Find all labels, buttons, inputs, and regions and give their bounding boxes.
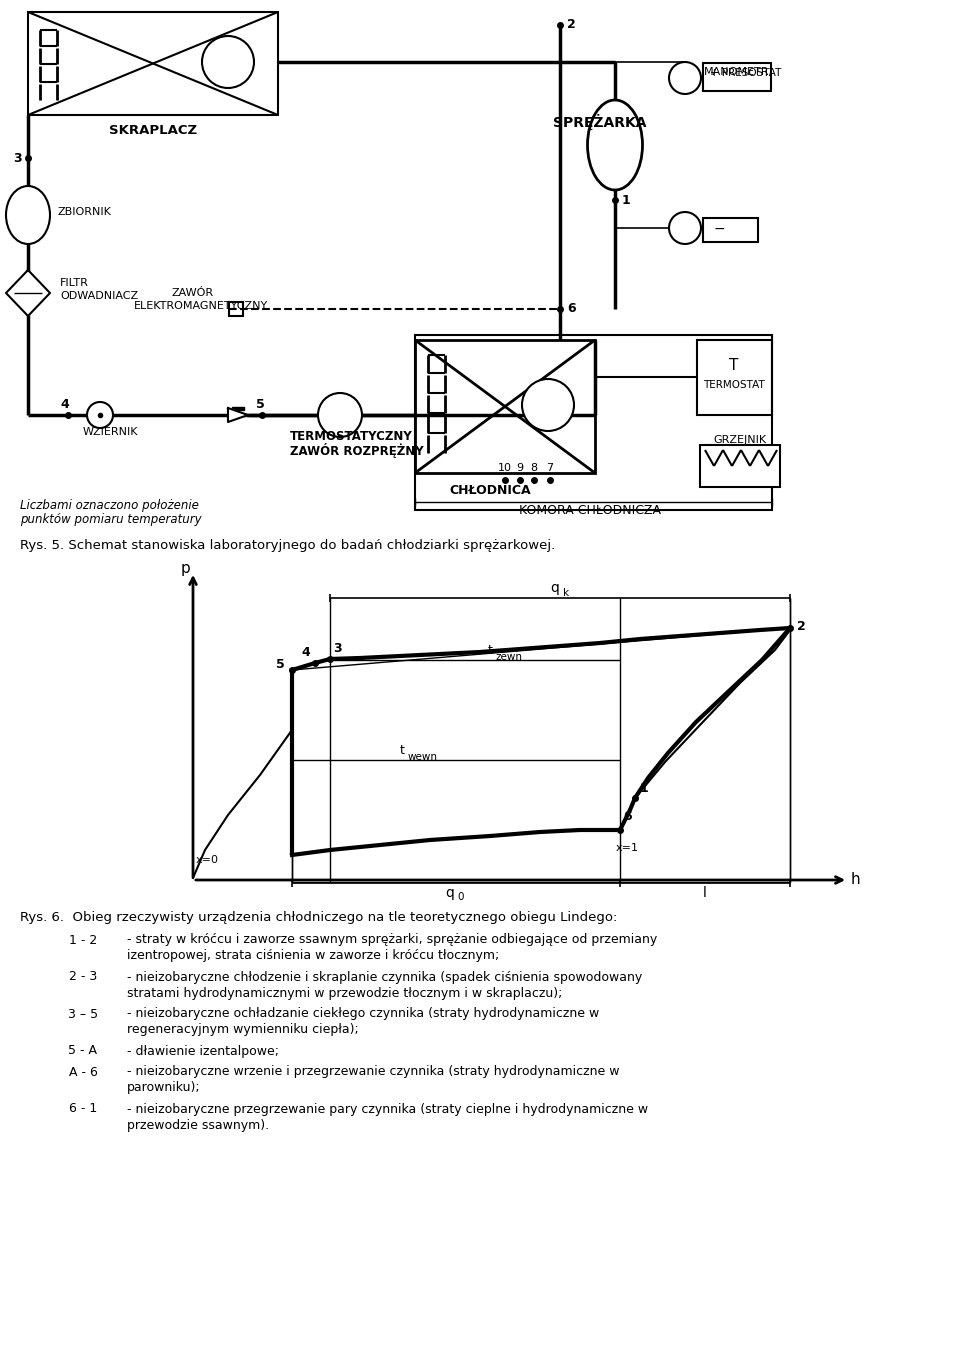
Text: t: t (488, 644, 492, 658)
Text: TERMOSTATYCZNY: TERMOSTATYCZNY (290, 431, 413, 443)
Text: ZBIORNIK: ZBIORNIK (58, 206, 112, 217)
Text: 1: 1 (640, 782, 649, 794)
Text: izentropowej, strata ciśnienia w zaworze i króćcu tłocznym;: izentropowej, strata ciśnienia w zaworze… (127, 950, 499, 962)
Text: 3: 3 (333, 642, 342, 656)
Text: 1: 1 (622, 194, 631, 206)
Text: WZIERNIK: WZIERNIK (83, 427, 138, 437)
Text: 6 - 1: 6 - 1 (69, 1103, 97, 1115)
Text: l: l (703, 886, 707, 899)
Text: 3: 3 (13, 152, 22, 164)
Text: k: k (563, 588, 569, 597)
Bar (703, 63, 771, 92)
Text: 0: 0 (457, 893, 464, 902)
Polygon shape (6, 271, 50, 316)
Text: regeneracyjnym wymienniku ciepła);: regeneracyjnym wymienniku ciepła); (127, 1024, 359, 1036)
Text: przewodzie ssawnym).: przewodzie ssawnym). (127, 1118, 269, 1132)
Text: T: T (730, 358, 738, 372)
Text: MANOMETR: MANOMETR (704, 67, 770, 77)
Text: 5 - A: 5 - A (68, 1044, 98, 1058)
Text: 5: 5 (276, 659, 285, 671)
Text: h: h (851, 872, 860, 887)
Ellipse shape (588, 100, 642, 190)
Circle shape (669, 62, 701, 94)
Bar (28, 12, 278, 115)
Text: + PRESOSTAT: + PRESOSTAT (710, 68, 781, 78)
Text: parowniku);: parowniku); (127, 1081, 201, 1095)
Text: x=0: x=0 (196, 854, 219, 865)
Text: punktów pomiaru temperatury: punktów pomiaru temperatury (20, 514, 202, 526)
Bar (415, 335, 772, 510)
Circle shape (318, 392, 362, 437)
Text: ZAWÓR ROZPRĘŻNY: ZAWÓR ROZPRĘŻNY (290, 443, 423, 458)
Text: ZAWÓR: ZAWÓR (172, 288, 214, 298)
Bar (229, 302, 243, 316)
Text: FILTR: FILTR (60, 278, 89, 288)
Text: 2: 2 (797, 619, 805, 633)
Bar (703, 217, 758, 242)
Text: 7: 7 (546, 463, 554, 473)
Text: Liczbami oznaczono położenie: Liczbami oznaczono położenie (20, 499, 199, 513)
Text: A - 6: A - 6 (68, 1065, 97, 1079)
Text: stratami hydrodynamicznymi w przewodzie tłocznym i w skraplaczu);: stratami hydrodynamicznymi w przewodzie … (127, 987, 563, 999)
Text: CHŁODNICA: CHŁODNICA (449, 484, 531, 496)
Text: p: p (180, 560, 190, 576)
Text: - nieizobaryczne ochładzanie ciekłego czynnika (straty hydrodynamiczne w: - nieizobaryczne ochładzanie ciekłego cz… (127, 1007, 599, 1021)
Text: Rys. 6.  Obieg rzeczywisty urządzenia chłodniczego na tle teoretycznego obiegu L: Rys. 6. Obieg rzeczywisty urządzenia chł… (20, 912, 617, 924)
Text: x=1: x=1 (616, 843, 639, 853)
Text: 2: 2 (567, 19, 576, 31)
Text: 6: 6 (623, 811, 632, 823)
Text: 6: 6 (567, 302, 576, 316)
Text: ODWADNIACZ: ODWADNIACZ (60, 291, 138, 301)
Text: TERMOSTAT: TERMOSTAT (703, 380, 765, 390)
Text: KOMORA CHŁODNICZA: KOMORA CHŁODNICZA (519, 503, 661, 517)
Text: - nieizobaryczne przegrzewanie pary czynnika (straty cieplne i hydrodynamiczne w: - nieizobaryczne przegrzewanie pary czyn… (127, 1103, 648, 1115)
Text: 9: 9 (516, 463, 523, 473)
Ellipse shape (6, 186, 50, 243)
Text: zewn: zewn (496, 652, 523, 662)
Polygon shape (228, 407, 248, 422)
Text: ELEKTROMAGNETYCZNY: ELEKTROMAGNETYCZNY (134, 301, 268, 312)
Circle shape (87, 402, 113, 428)
Circle shape (522, 379, 574, 431)
Text: 4: 4 (60, 398, 69, 410)
Text: - nieizobaryczne wrzenie i przegrzewanie czynnika (straty hydrodynamiczne w: - nieizobaryczne wrzenie i przegrzewanie… (127, 1065, 619, 1079)
Text: 8: 8 (531, 463, 538, 473)
Bar (415, 340, 595, 473)
Text: SPRĘŻARKA: SPRĘŻARKA (553, 113, 646, 130)
Text: −: − (714, 221, 726, 236)
Circle shape (669, 212, 701, 243)
Text: Rys. 5. Schemat stanowiska laboratoryjnego do badań chłodziarki sprężarkowej.: Rys. 5. Schemat stanowiska laboratoryjne… (20, 540, 555, 552)
Circle shape (202, 36, 254, 87)
Text: 4: 4 (301, 647, 310, 659)
Text: - nieizobaryczne chłodzenie i skraplanie czynnika (spadek ciśnienia spowodowany: - nieizobaryczne chłodzenie i skraplanie… (127, 971, 642, 983)
Text: wewn: wewn (408, 752, 438, 761)
Text: 3 – 5: 3 – 5 (68, 1007, 98, 1021)
Text: - straty w króćcu i zaworze ssawnym sprężarki, sprężanie odbiegające od przemian: - straty w króćcu i zaworze ssawnym sprę… (127, 934, 658, 946)
Text: SKRAPLACZ: SKRAPLACZ (108, 123, 197, 137)
Text: 10: 10 (498, 463, 512, 473)
Text: t: t (400, 744, 405, 756)
Text: 1 - 2: 1 - 2 (69, 934, 97, 946)
Text: q: q (551, 581, 560, 595)
Bar (700, 446, 780, 487)
Bar (232, 407, 244, 410)
Text: q: q (445, 886, 454, 899)
Text: 5: 5 (256, 398, 265, 410)
Text: - dławienie izentalpowe;: - dławienie izentalpowe; (127, 1044, 279, 1058)
Text: GRZEJNIK: GRZEJNIK (713, 435, 767, 446)
Text: 2 - 3: 2 - 3 (69, 971, 97, 983)
Bar (697, 340, 772, 416)
